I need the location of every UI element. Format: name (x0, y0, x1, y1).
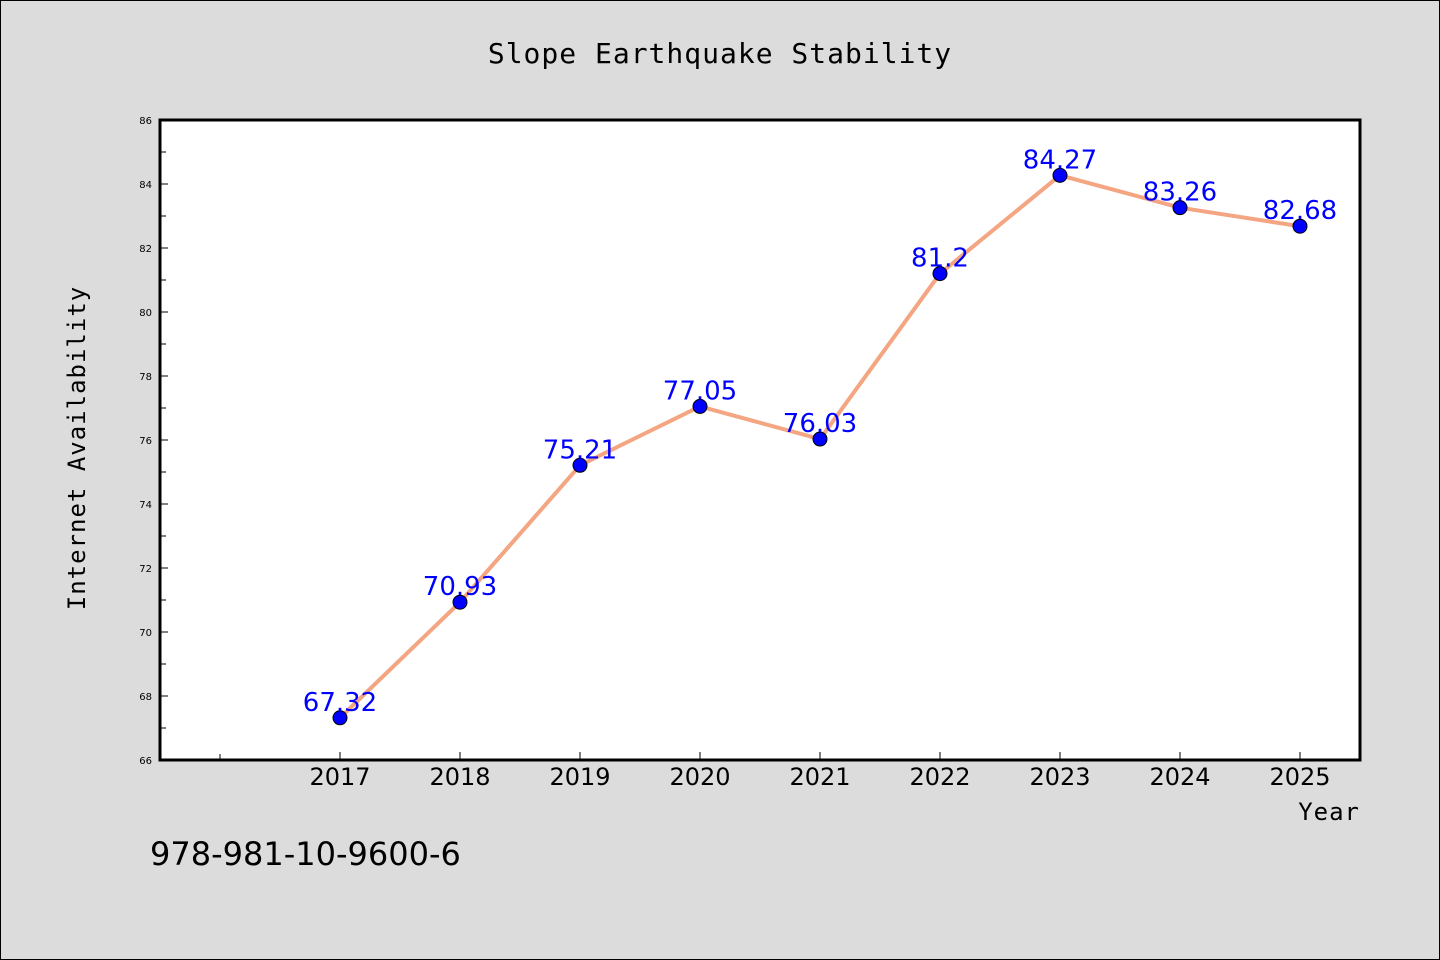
chart-title: Slope Earthquake Stability (488, 37, 952, 70)
x-tick-label: 2019 (549, 763, 610, 791)
data-labels: 67.32 70.93 75.21 77.05 76.03 81.2 84.27 83.26 8… (303, 145, 1337, 717)
x-tick-label: 2018 (429, 763, 490, 791)
data-label: 82.68 (1263, 196, 1337, 226)
y-tick-label: 66 (139, 756, 152, 767)
data-point[interactable] (692, 398, 708, 414)
x-axis-label: Year (1298, 798, 1360, 826)
y-axis-label: Internet Availability (63, 286, 91, 610)
data-point[interactable] (452, 594, 468, 610)
y-tick-label: 68 (139, 692, 152, 703)
y-tick-label: 80 (139, 308, 152, 319)
data-point[interactable] (1052, 167, 1068, 183)
isbn-text: 978-981-10-9600-6 (150, 835, 461, 873)
data-label: 70.93 (423, 572, 497, 602)
x-tick-label: 2017 (309, 763, 370, 791)
data-label: 67.32 (303, 688, 377, 718)
x-tick-label: 2025 (1269, 763, 1330, 791)
data-point[interactable] (332, 710, 348, 726)
x-tick-label: 2021 (789, 763, 850, 791)
x-tick-label: 2023 (1029, 763, 1090, 791)
data-label: 75.21 (543, 435, 617, 465)
data-label: 81.2 (911, 244, 969, 274)
data-label: 84.27 (1023, 145, 1097, 175)
y-axis: 66 68 70 72 74 76 78 80 82 84 86 (139, 116, 168, 767)
y-tick-label: 84 (139, 180, 152, 191)
y-tick-label: 74 (139, 500, 152, 511)
x-tick-label: 2024 (1149, 763, 1210, 791)
data-label: 77.05 (663, 376, 737, 406)
plot-area (158, 118, 1362, 762)
data-point[interactable] (1172, 200, 1188, 216)
data-point[interactable] (1292, 218, 1308, 234)
x-tick-label: 2022 (909, 763, 970, 791)
y-tick-label: 82 (139, 244, 152, 255)
data-point[interactable] (572, 457, 588, 473)
data-label: 76.03 (783, 409, 857, 439)
y-tick-label: 76 (139, 436, 152, 447)
data-markers (332, 167, 1308, 726)
y-tick-label: 72 (139, 564, 152, 575)
data-point[interactable] (932, 266, 948, 282)
x-axis: 2017 2018 2019 2020 2021 2022 2023 2024 2025 (219, 752, 1331, 791)
x-tick-label: 2020 (669, 763, 730, 791)
y-tick-label: 70 (139, 628, 152, 639)
data-label: 83.26 (1143, 178, 1217, 208)
data-point[interactable] (812, 431, 828, 447)
y-tick-label: 86 (139, 116, 152, 127)
y-tick-label: 78 (139, 372, 152, 383)
